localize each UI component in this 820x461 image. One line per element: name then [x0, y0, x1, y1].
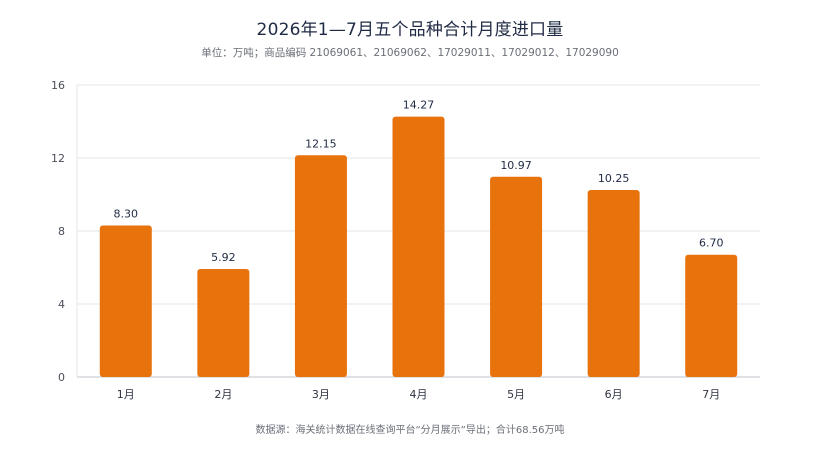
y-tick-label: 0: [58, 371, 65, 384]
bar: [99, 225, 152, 377]
bar: [294, 155, 347, 377]
y-tick-label: 12: [51, 152, 65, 165]
x-tick-label: 5月: [507, 388, 525, 401]
x-tick-label: 3月: [312, 388, 330, 401]
x-axis-ticks: 1月 2月 3月 4月 5月 6月 7月: [117, 388, 720, 401]
chart-subtitle: 单位：万吨；商品编码 21069061、21069062、17029011、17…: [201, 47, 619, 59]
x-tick-label: 2月: [214, 388, 232, 401]
bar: [685, 254, 738, 377]
data-labels: 8.30 5.92 12.15 14.27 10.97 10.25 6.70: [114, 99, 724, 264]
bar: [392, 116, 445, 377]
bar: [490, 176, 543, 377]
chart-footer-source: 数据源：海关统计数据在线查询平台“分月展示”导出；合计68.56万吨: [255, 425, 565, 436]
y-tick-label: 16: [51, 79, 65, 92]
x-tick-label: 4月: [410, 388, 428, 401]
x-tick-label: 7月: [702, 388, 720, 401]
data-label: 8.30: [114, 208, 139, 221]
data-label: 10.97: [500, 159, 532, 172]
x-tick-label: 6月: [605, 388, 623, 401]
chart-title: 2026年1—7月五个品种合计月度进口量: [256, 20, 564, 40]
data-label: 10.25: [598, 172, 630, 185]
data-label: 14.27: [403, 99, 435, 112]
data-label: 6.70: [699, 237, 724, 250]
y-tick-label: 4: [58, 298, 65, 311]
bar: [587, 189, 640, 377]
data-label: 5.92: [211, 251, 236, 264]
bars: [99, 116, 738, 377]
y-tick-label: 8: [58, 225, 65, 238]
data-label: 12.15: [305, 137, 337, 150]
x-tick-label: 1月: [117, 388, 135, 401]
bar: [197, 268, 250, 377]
y-axis-ticks: 0 4 8 12 16: [51, 79, 65, 384]
